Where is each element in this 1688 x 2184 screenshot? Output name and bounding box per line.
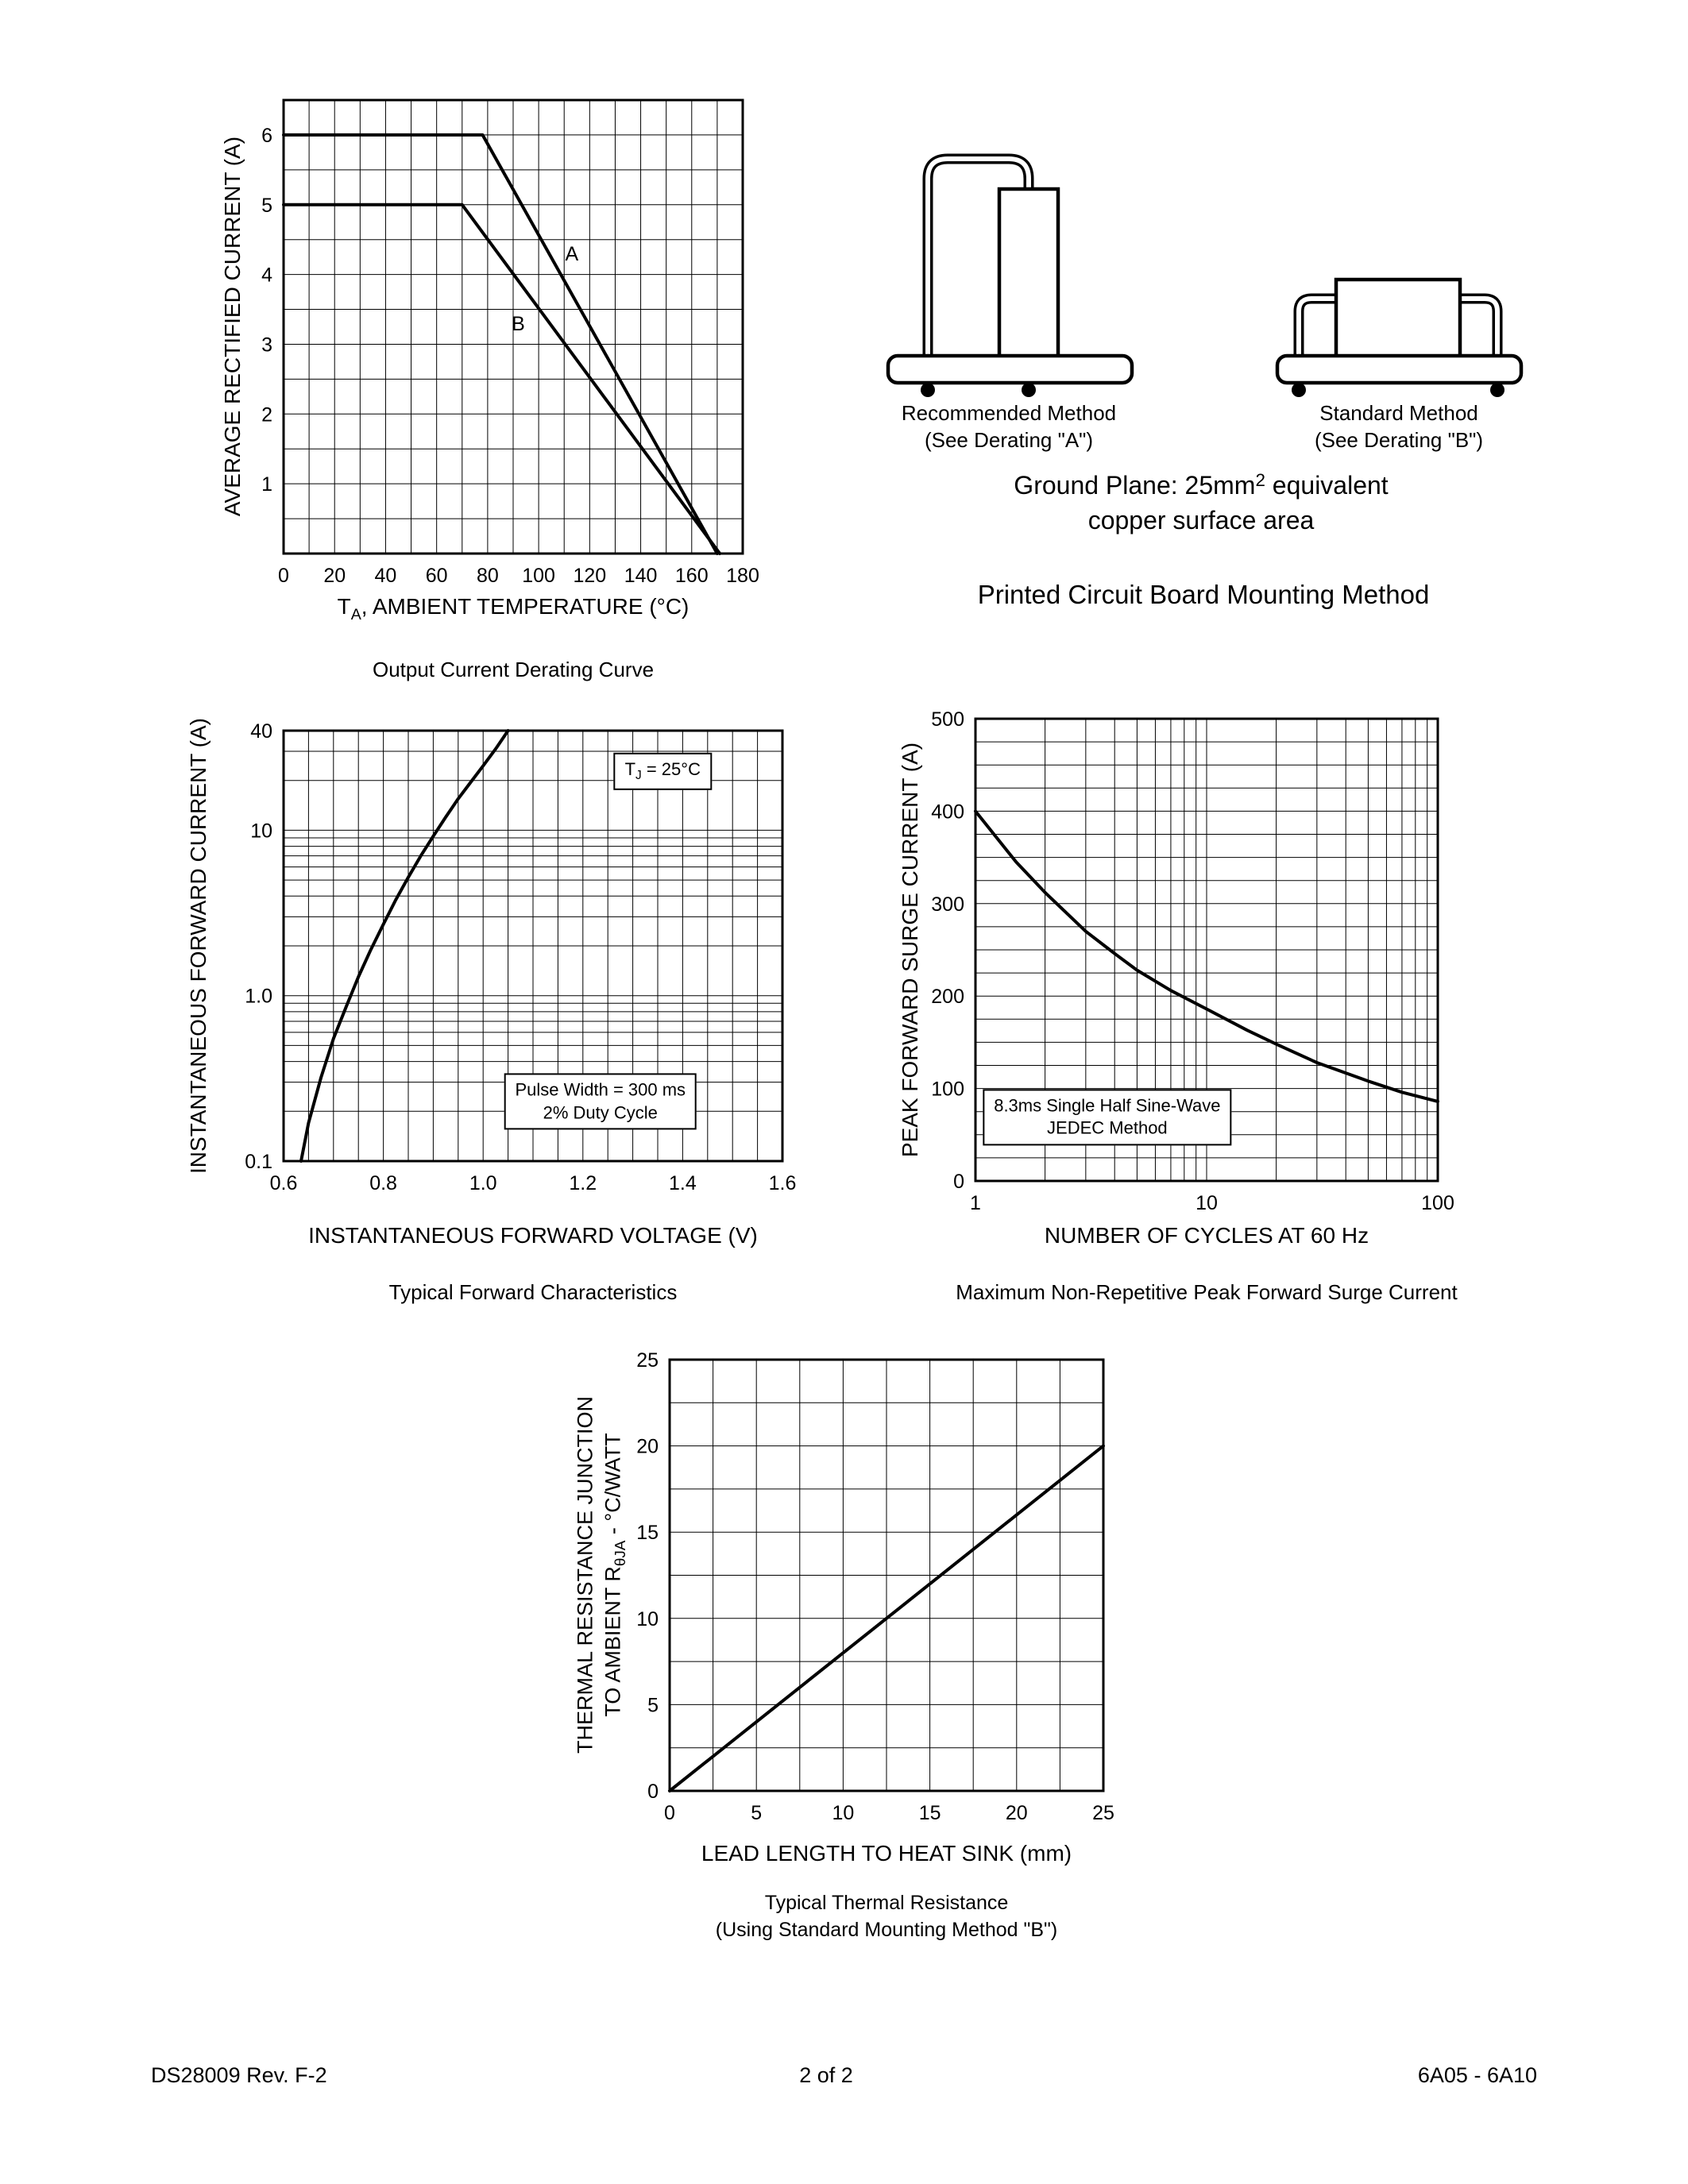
thermal-y-axis-title-line1: THERMAL RESISTANCE JUNCTION	[573, 1395, 597, 1754]
svg-text:1.2: 1.2	[569, 1172, 597, 1194]
footer-part-number: 6A05 - 6A10	[1417, 2063, 1537, 2087]
thermal-y-axis-title-line2: TO AMBIENT RθJA - °C/WATT	[601, 1433, 630, 1717]
svg-text:10: 10	[250, 820, 272, 842]
derating-chart: 0 20 40 60 80 100 120 140 160 180 1 2 3 4 5 6 A B	[220, 83, 759, 601]
svg-text:6: 6	[261, 125, 272, 147]
thermal-caption: Typical Thermal Resistance	[764, 1892, 1009, 1914]
surge-caption: Maximum Non-Repetitive Peak Forward Surg…	[956, 1280, 1458, 1304]
svg-text:5: 5	[261, 195, 272, 217]
svg-text:40: 40	[250, 720, 272, 743]
svg-text:160: 160	[675, 565, 709, 587]
svg-text:40: 40	[375, 565, 397, 587]
svg-text:1.4: 1.4	[669, 1172, 697, 1194]
pcb-board-left	[886, 353, 1134, 385]
svg-text:0: 0	[953, 1171, 964, 1193]
forward-y-axis-title: INSTANTANEOUS FORWARD CURRENT (A)	[185, 717, 211, 1175]
recommended-method-derating-ref: (See Derating "A")	[924, 428, 1094, 452]
device-body-vertical	[997, 187, 1060, 360]
device-body-horizontal	[1334, 277, 1462, 360]
svg-text:5: 5	[647, 1694, 659, 1716]
ground-plane-note-line2: copper surface area	[1087, 506, 1315, 534]
svg-text:3: 3	[261, 334, 272, 356]
chart-annotation: Pulse Width = 300 ms 2% Duty Cycle	[504, 1073, 697, 1130]
standard-method-caption: Standard Method	[1319, 401, 1478, 425]
svg-text:20: 20	[636, 1436, 659, 1458]
recommended-mount-diagram	[886, 153, 1134, 397]
thermal-resistance-chart: 0 5 10 15 20 25 0 5 10 15 20 25	[606, 1342, 1119, 1839]
svg-text:10: 10	[636, 1608, 659, 1630]
surge-current-plot: 1 10 100 0 100 200 300 400 500	[931, 708, 1454, 1214]
footer-doc-number: DS28009 Rev. F-2	[151, 2063, 327, 2087]
svg-text:60: 60	[426, 565, 448, 587]
derating-plot: 0 20 40 60 80 100 120 140 160 180 1 2 3 4 5 6 A B	[261, 98, 759, 587]
recommended-method-caption: Recommended Method	[901, 401, 1117, 425]
svg-text:B: B	[512, 313, 525, 335]
svg-text:100: 100	[522, 565, 555, 587]
svg-text:1: 1	[261, 473, 272, 496]
pcb-board-right	[1275, 353, 1524, 385]
svg-text:0.6: 0.6	[270, 1172, 298, 1194]
svg-text:400: 400	[931, 801, 964, 823]
forward-x-axis-title: INSTANTANEOUS FORWARD VOLTAGE (V)	[308, 1223, 758, 1248]
svg-text:100: 100	[931, 1078, 964, 1101]
svg-text:15: 15	[636, 1522, 659, 1544]
chart-annotation: 8.3ms Single Half Sine-Wave JEDEC Method	[983, 1089, 1232, 1146]
forward-characteristics-plot: 0.6 0.8 1.0 1.2 1.4 1.6 0.1 1.0 10 40	[245, 720, 797, 1194]
svg-text:1.0: 1.0	[245, 986, 272, 1008]
thermal-y-axis-title: THERMAL RESISTANCE JUNCTION TO AMBIENT R…	[571, 1396, 631, 1754]
svg-text:0: 0	[278, 565, 289, 587]
svg-text:A: A	[566, 243, 579, 265]
svg-text:1.0: 1.0	[469, 1172, 497, 1194]
thermal-caption-line2: (Using Standard Mounting Method "B")	[715, 1919, 1058, 1941]
svg-text:0.1: 0.1	[245, 1151, 272, 1173]
svg-text:15: 15	[919, 1802, 941, 1824]
svg-text:10: 10	[832, 1802, 854, 1824]
thermal-resistance-plot: 0 5 10 15 20 25 0 5 10 15 20 25	[636, 1349, 1114, 1824]
svg-text:200: 200	[931, 986, 964, 1008]
svg-text:100: 100	[1421, 1192, 1454, 1214]
forward-caption: Typical Forward Characteristics	[388, 1280, 678, 1304]
svg-text:120: 120	[573, 565, 606, 587]
standard-mount-diagram	[1275, 277, 1524, 397]
svg-text:5: 5	[751, 1802, 762, 1824]
svg-text:0.8: 0.8	[369, 1172, 397, 1194]
svg-text:1: 1	[970, 1192, 981, 1214]
svg-text:20: 20	[1006, 1802, 1028, 1824]
ground-plane-note-line1: Ground Plane: 25mm2 equivalent	[1014, 470, 1389, 500]
svg-text:140: 140	[624, 565, 658, 587]
svg-text:0: 0	[664, 1802, 675, 1824]
standard-method-derating-ref: (See Derating "B")	[1314, 428, 1484, 452]
surge-x-axis-title: NUMBER OF CYCLES AT 60 Hz	[1044, 1223, 1369, 1248]
surge-current-chart: 1 10 100 0 100 200 300 400 500 8.3ms Single Half…	[912, 701, 1454, 1229]
svg-text:500: 500	[931, 708, 964, 731]
forward-characteristics-chart: 0.6 0.8 1.0 1.2 1.4 1.6 0.1 1.0 10 40 TJ = 25°C Pu…	[220, 713, 798, 1209]
svg-text:25: 25	[1092, 1802, 1114, 1824]
svg-text:20: 20	[323, 565, 346, 587]
surge-y-axis-title: PEAK FORWARD SURGE CURRENT (A)	[897, 742, 922, 1158]
svg-text:10: 10	[1196, 1192, 1218, 1214]
pcb-mounting-diagrams	[886, 153, 1524, 397]
footer-page-number: 2 of 2	[799, 2063, 853, 2087]
svg-text:300: 300	[931, 893, 964, 916]
svg-text:2: 2	[261, 403, 272, 426]
svg-text:80: 80	[477, 565, 499, 587]
chart-annotation: TJ = 25°C	[613, 753, 712, 790]
svg-text:0: 0	[647, 1781, 659, 1803]
svg-text:180: 180	[726, 565, 759, 587]
derating-x-axis-title: TA, AMBIENT TEMPERATURE (°C)	[337, 594, 689, 623]
mounting-method-heading: Printed Circuit Board Mounting Method	[977, 580, 1430, 609]
derating-caption: Output Current Derating Curve	[372, 658, 655, 681]
svg-text:1.6: 1.6	[769, 1172, 797, 1194]
derating-y-axis-title: AVERAGE RECTIFIED CURRENT (A)	[219, 136, 245, 517]
svg-text:4: 4	[261, 264, 272, 287]
svg-text:25: 25	[636, 1349, 659, 1372]
thermal-x-axis-title: LEAD LENGTH TO HEAT SINK (mm)	[701, 1841, 1072, 1866]
